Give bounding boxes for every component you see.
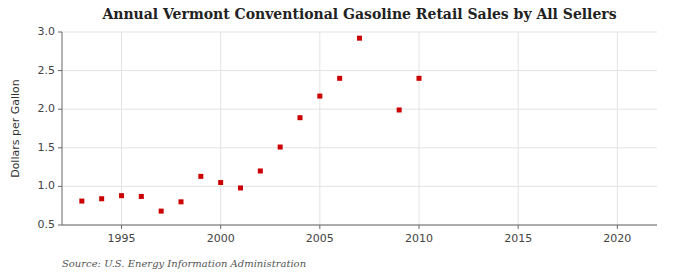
x-tick-label: 2010: [405, 232, 433, 245]
point: [317, 94, 322, 99]
y-tick: [58, 70, 62, 71]
x-grid-line: [518, 32, 519, 225]
axes: 0.5 1.0 1.5 2.0 2.5 3.0 1995 2000 2005 2010 2015 20…: [38, 25, 658, 245]
point: [218, 180, 223, 185]
grid: [62, 32, 657, 225]
x-tick-label: 2005: [306, 232, 334, 245]
point: [238, 185, 243, 190]
y-tick-label: 0.5: [38, 218, 56, 231]
y-tick-label: 1.0: [38, 179, 56, 192]
point: [397, 107, 402, 112]
y-grid-line: [62, 70, 657, 71]
title: Annual Vermont Conventional Gasoline Ret…: [101, 6, 616, 22]
point: [298, 115, 303, 120]
x-axis-line: [62, 225, 657, 226]
y-axis-label: Dollars per Gallon: [9, 79, 22, 178]
x-tick: [617, 225, 618, 229]
y-tick-label: 1.5: [38, 141, 56, 154]
point: [198, 174, 203, 179]
point: [278, 145, 283, 150]
x-grid-line: [319, 32, 320, 225]
x-tick: [518, 225, 519, 229]
y-tick: [58, 147, 62, 148]
points: [79, 36, 421, 214]
y-tick: [58, 186, 62, 187]
y-grid-line: [62, 109, 657, 110]
point: [79, 199, 84, 204]
x-tick: [419, 225, 420, 229]
point: [159, 209, 164, 214]
source-note: Source: U.S. Energy Information Administ…: [62, 258, 306, 269]
y-tick-label: 3.0: [38, 25, 56, 38]
background: [0, 0, 675, 275]
y-tick-label: 2.0: [38, 102, 56, 115]
point: [357, 36, 362, 41]
x-tick-label: 2020: [603, 232, 631, 245]
x-tick: [121, 225, 122, 229]
y-axis-line: [62, 32, 63, 225]
point: [99, 196, 104, 201]
point: [119, 193, 124, 198]
x-tick-label: 2000: [207, 232, 235, 245]
chart-container: 0.5 1.0 1.5 2.0 2.5 3.0 1995 2000 2005 2010 2015 20…: [0, 0, 675, 275]
chart: 0.5 1.0 1.5 2.0 2.5 3.0 1995 2000 2005 2010 2015 20…: [0, 0, 675, 275]
x-tick-label: 2015: [504, 232, 532, 245]
x-grid-line: [220, 32, 221, 225]
x-grid-line: [617, 32, 618, 225]
y-grid-line: [62, 32, 657, 33]
point: [337, 76, 342, 81]
y-grid-line: [62, 225, 657, 226]
point: [179, 199, 184, 204]
y-grid-line: [62, 186, 657, 187]
x-tick-label: 1995: [108, 232, 136, 245]
x-tick: [220, 225, 221, 229]
x-grid-line: [419, 32, 420, 225]
y-tick-label: 2.5: [38, 64, 56, 77]
point: [139, 194, 144, 199]
point: [417, 76, 422, 81]
y-grid-line: [62, 147, 657, 148]
y-tick: [58, 225, 62, 226]
x-tick: [319, 225, 320, 229]
y-tick: [58, 109, 62, 110]
point: [258, 168, 263, 173]
y-tick: [58, 32, 62, 33]
